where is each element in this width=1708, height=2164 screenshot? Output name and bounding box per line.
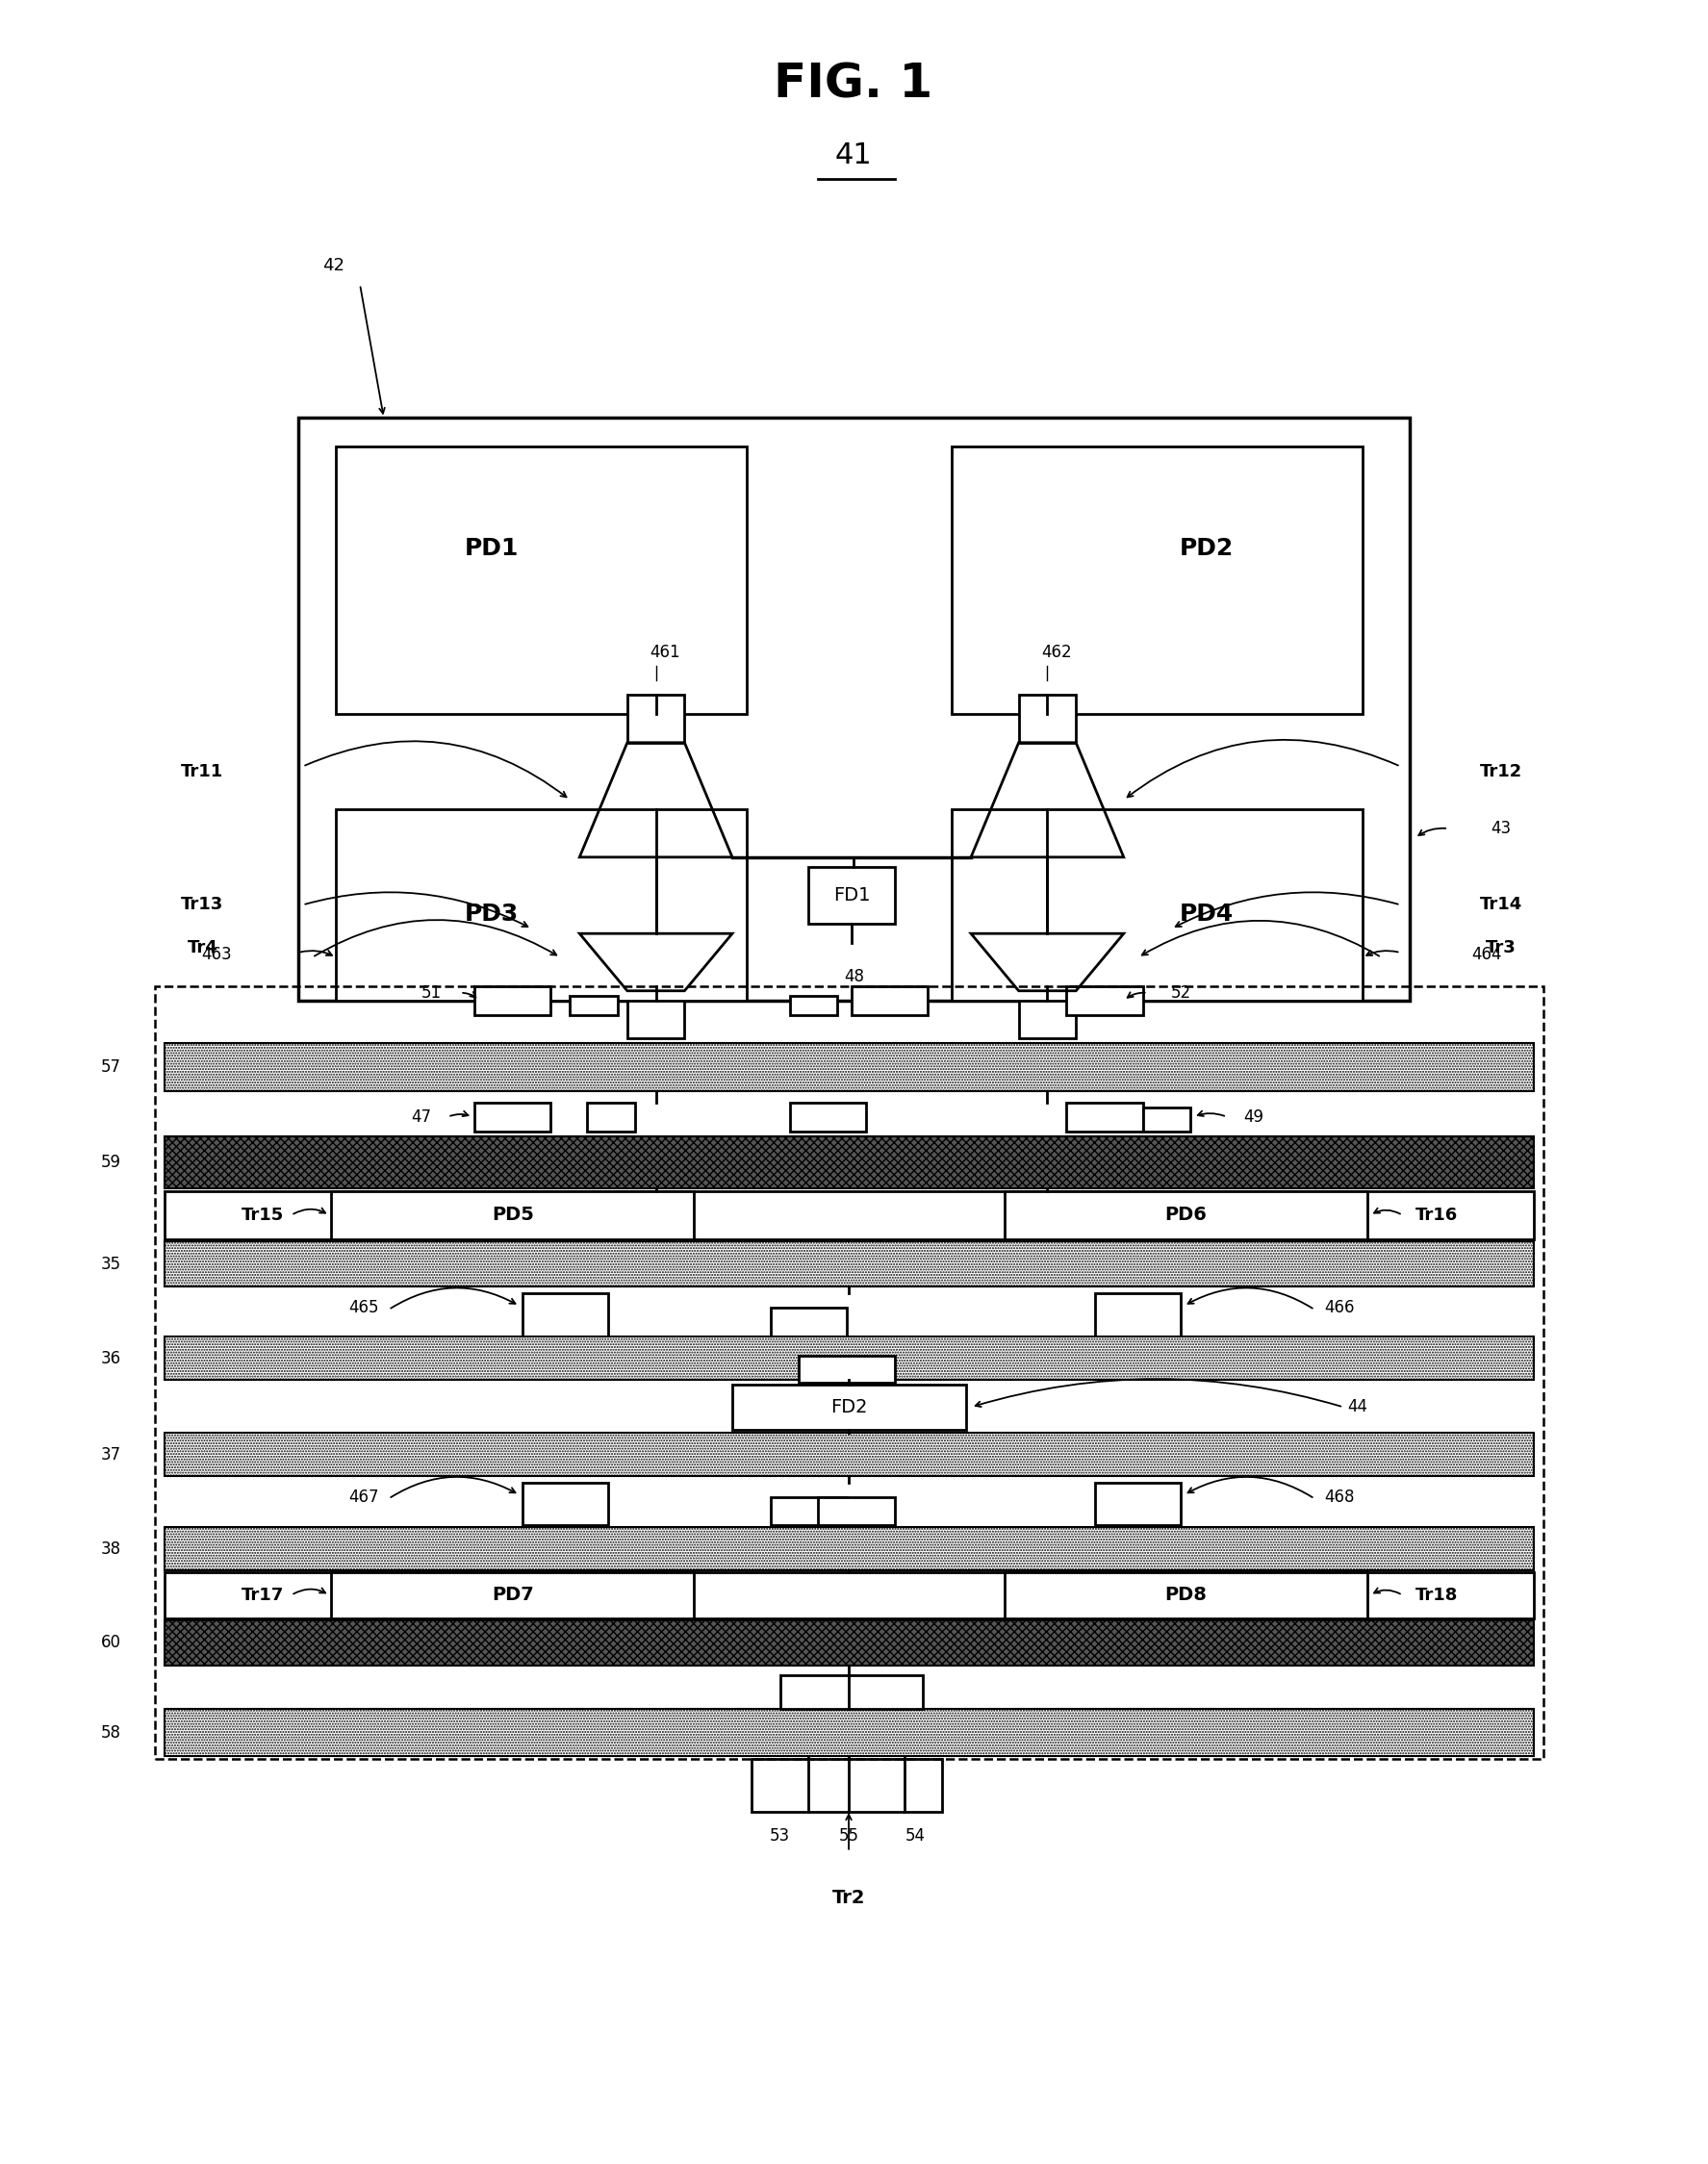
Text: Tr3: Tr3	[1486, 939, 1517, 956]
Text: Tr16: Tr16	[1414, 1208, 1457, 1225]
Bar	[164, 1710, 1534, 1757]
Text: 59: 59	[101, 1153, 121, 1171]
Text: 52: 52	[1170, 985, 1190, 1002]
Bar	[781, 1675, 924, 1710]
Text: Tr17: Tr17	[241, 1586, 284, 1604]
Bar	[770, 1497, 847, 1526]
Text: PD7: PD7	[492, 1586, 533, 1604]
Text: 49: 49	[1243, 1108, 1264, 1125]
Bar	[523, 1294, 608, 1337]
Bar	[570, 995, 618, 1015]
Text: PD3: PD3	[465, 902, 519, 926]
Text: 38: 38	[101, 1541, 121, 1558]
Text: 47: 47	[412, 1108, 432, 1125]
Bar	[164, 1337, 1534, 1378]
Bar	[752, 1759, 943, 1811]
Bar	[164, 1192, 1534, 1240]
Bar	[1004, 1573, 1366, 1619]
Text: PD1: PD1	[465, 537, 519, 560]
Bar	[789, 1101, 866, 1132]
Bar	[627, 695, 685, 742]
Text: PD8: PD8	[1165, 1586, 1208, 1604]
Bar	[818, 1497, 895, 1526]
Bar	[164, 1433, 1534, 1476]
Bar	[164, 1621, 1534, 1666]
Text: 36: 36	[101, 1350, 121, 1368]
Text: 461: 461	[651, 643, 681, 660]
Bar	[1095, 1294, 1180, 1337]
Bar	[1095, 1482, 1180, 1526]
Text: 41: 41	[835, 141, 873, 169]
Text: FIG. 1: FIG. 1	[774, 61, 933, 106]
Text: Tr12: Tr12	[1479, 762, 1522, 779]
Text: Tr13: Tr13	[181, 896, 224, 913]
Bar	[1066, 987, 1143, 1015]
Text: Tr18: Tr18	[1414, 1586, 1457, 1604]
Text: 55: 55	[839, 1826, 859, 1844]
Bar	[1004, 1192, 1366, 1240]
Bar	[808, 868, 895, 924]
Text: 37: 37	[101, 1446, 121, 1463]
Text: 48: 48	[844, 967, 864, 985]
Text: 467: 467	[348, 1489, 379, 1506]
Bar	[155, 987, 1544, 1759]
Bar	[331, 1192, 693, 1240]
Text: PD5: PD5	[492, 1205, 535, 1225]
Text: Tr4: Tr4	[188, 939, 217, 956]
Text: Tr14: Tr14	[1479, 896, 1522, 913]
Bar	[1066, 1101, 1143, 1132]
Bar	[1018, 695, 1076, 742]
Bar	[523, 1482, 608, 1526]
Text: 466: 466	[1324, 1298, 1354, 1316]
Bar	[1018, 991, 1076, 1039]
Text: 44: 44	[1348, 1398, 1368, 1415]
Bar	[475, 1101, 552, 1132]
Bar	[1143, 1108, 1190, 1132]
Text: FD2: FD2	[830, 1398, 868, 1415]
Text: 58: 58	[101, 1725, 121, 1742]
Bar	[336, 446, 746, 714]
Text: PD2: PD2	[1179, 537, 1233, 560]
Text: 51: 51	[422, 985, 442, 1002]
Text: 463: 463	[202, 946, 232, 963]
Bar	[951, 809, 1363, 1000]
Bar	[475, 987, 552, 1015]
Bar	[789, 995, 837, 1015]
Text: Tr11: Tr11	[181, 762, 224, 779]
Text: 60: 60	[101, 1634, 121, 1651]
Bar	[164, 1043, 1534, 1091]
Bar	[164, 1240, 1534, 1288]
Bar	[770, 1307, 847, 1337]
Text: Tr2: Tr2	[832, 1889, 866, 1906]
Bar	[164, 1573, 1534, 1619]
Text: 35: 35	[101, 1255, 121, 1272]
Bar	[164, 1528, 1534, 1571]
Bar	[164, 1136, 1534, 1188]
Text: 464: 464	[1471, 946, 1501, 963]
Bar	[627, 991, 685, 1039]
Text: PD4: PD4	[1179, 902, 1233, 926]
Text: 462: 462	[1042, 643, 1073, 660]
Text: 465: 465	[348, 1298, 379, 1316]
Bar	[331, 1573, 693, 1619]
Text: 43: 43	[1491, 820, 1512, 837]
Bar	[336, 809, 746, 1000]
Text: 468: 468	[1324, 1489, 1354, 1506]
Text: PD6: PD6	[1165, 1205, 1208, 1225]
Text: 54: 54	[905, 1826, 926, 1844]
Bar	[799, 1355, 895, 1383]
Bar	[297, 418, 1411, 1000]
Text: 42: 42	[323, 258, 345, 275]
Bar	[588, 1101, 635, 1132]
Text: Tr15: Tr15	[241, 1208, 284, 1225]
Bar	[951, 446, 1363, 714]
Text: 57: 57	[101, 1058, 121, 1076]
Text: 53: 53	[770, 1826, 791, 1844]
Bar	[733, 1385, 967, 1430]
Bar	[852, 987, 927, 1015]
Text: FD1: FD1	[834, 887, 869, 905]
